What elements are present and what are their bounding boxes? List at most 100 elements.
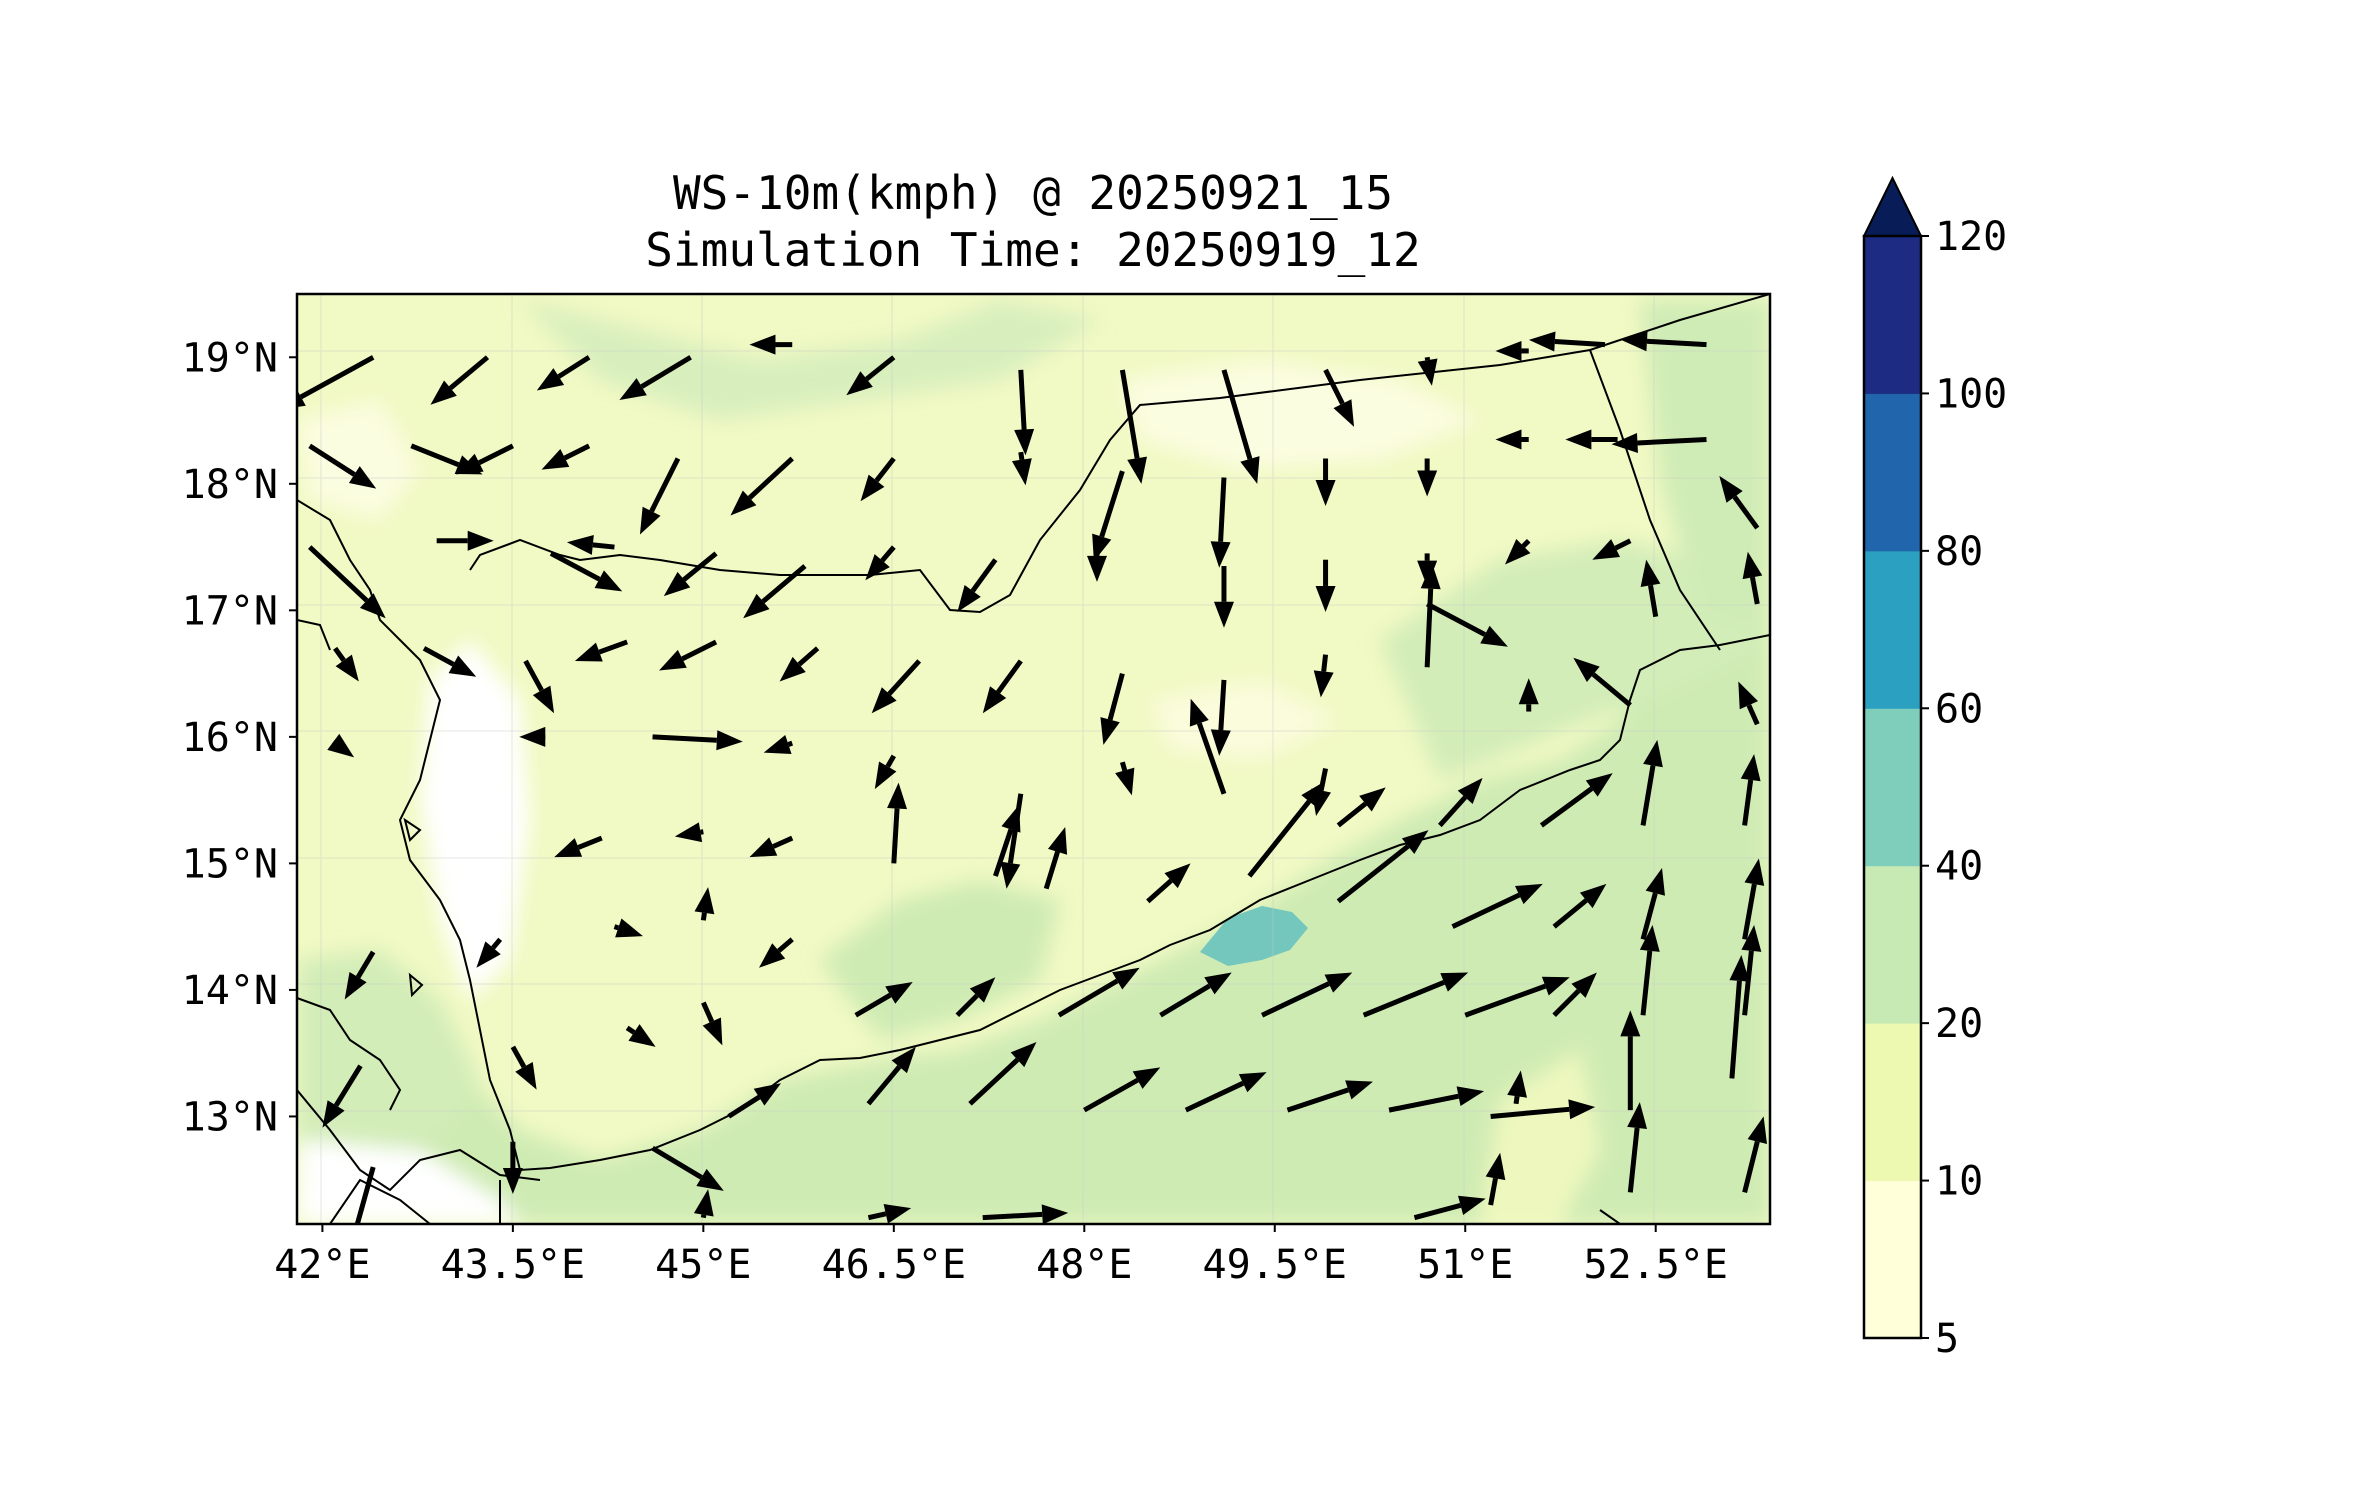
lon-tick-label: 52.5°E xyxy=(1583,1242,1728,1288)
wind-arrow-head xyxy=(743,593,770,619)
sea-wind-region xyxy=(297,620,1770,1224)
wind-arrow-head xyxy=(1611,432,1638,453)
wind-arrow-head xyxy=(1741,924,1762,952)
wind-arrow xyxy=(1742,1116,1767,1193)
wind-arrow-head xyxy=(1719,475,1743,503)
wind-arrow-head xyxy=(694,887,715,915)
wind-arrow-head xyxy=(519,726,546,747)
wind-arrow-head xyxy=(1210,729,1231,756)
wind-arrow-shaft xyxy=(1729,980,1742,1079)
wind-arrow-shaft xyxy=(1196,722,1227,795)
colorbar-tick-label: 100 xyxy=(1935,371,2007,417)
wind-arrow xyxy=(982,1204,1069,1224)
wind-arrow xyxy=(1740,754,1761,826)
wind-arrow xyxy=(1495,340,1529,361)
wind-arrow xyxy=(519,726,546,747)
wind-arrow-shaft xyxy=(1742,1140,1760,1193)
colorbar-band xyxy=(1864,865,1921,1024)
wind-arrow xyxy=(639,457,681,535)
wind-arrow xyxy=(1485,1152,1506,1206)
wind-arrow xyxy=(874,754,897,790)
wind-arrow-head xyxy=(1240,456,1260,484)
wind-arrow-shaft xyxy=(592,542,615,550)
wind-arrow xyxy=(1621,331,1707,352)
wind-arrow-shaft xyxy=(1646,338,1707,348)
wind-arrow xyxy=(1323,368,1355,427)
wind-arrow-shaft xyxy=(865,355,896,381)
wind-arrow xyxy=(865,545,896,581)
colorbar-tick-label: 5 xyxy=(1935,1316,1959,1362)
lon-tick-label: 51°E xyxy=(1417,1242,1513,1288)
wind-arrow-head xyxy=(1744,858,1765,886)
wind-arrow-head xyxy=(1579,883,1607,909)
calm-plateau-central xyxy=(1150,680,1340,760)
wind-arrow-head xyxy=(1485,1152,1506,1181)
wind-arrow-shaft xyxy=(1437,795,1468,828)
wind-arrow-head xyxy=(1189,698,1209,727)
wind-arrow-shaft xyxy=(1221,369,1253,460)
wind-arrow-shaft xyxy=(1742,950,1754,1016)
wind-arrow-head xyxy=(871,687,897,714)
wind-arrow xyxy=(1573,657,1632,708)
wind-arrow-shaft xyxy=(557,355,591,379)
border-saudi-yemen-oman xyxy=(469,294,1770,614)
wind-arrow xyxy=(1528,331,1606,352)
wind-arrow-shaft xyxy=(1184,1080,1245,1113)
wind-arrow-shaft xyxy=(1119,369,1140,459)
wind-arrow xyxy=(1518,678,1539,712)
wind-arrow-shaft xyxy=(640,355,692,389)
wind-arrow-shaft xyxy=(1640,765,1656,826)
colorbar-tick-label: 20 xyxy=(1935,1001,1983,1047)
wind-arrow xyxy=(354,1166,376,1224)
wind-arrow xyxy=(763,734,794,754)
wind-arrow-head xyxy=(359,593,386,619)
wind-arrow xyxy=(693,1189,714,1219)
wind-arrow xyxy=(297,355,375,407)
wind-arrow-head xyxy=(1495,429,1522,450)
wind-arrow xyxy=(1413,1195,1486,1221)
wind-arrow-shaft xyxy=(1321,654,1329,672)
wind-arrow xyxy=(1057,967,1140,1018)
wind-arrow xyxy=(1260,972,1353,1018)
wind-arrow xyxy=(1417,356,1438,386)
wind-arrow-shaft xyxy=(1539,786,1594,828)
wind-arrow xyxy=(1565,429,1618,450)
wind-arrow-head xyxy=(693,1189,714,1217)
wind-arrow-shaft xyxy=(1336,844,1410,904)
wind-arrow-shaft xyxy=(982,1211,1043,1221)
wind-arrow xyxy=(1741,924,1762,1016)
wind-arrow-head xyxy=(1047,826,1068,855)
wind-arrow xyxy=(1627,1102,1648,1193)
wind-arrow-head xyxy=(1747,1116,1767,1145)
wind-arrow-head xyxy=(476,941,501,968)
wind-arrow xyxy=(327,733,355,758)
wind-arrow-head xyxy=(716,730,743,751)
wind-arrow xyxy=(674,822,704,843)
wind-arrow-shaft xyxy=(549,551,601,582)
wind-arrow xyxy=(1420,562,1441,668)
wind-arrow-head xyxy=(874,761,897,790)
wind-arrow xyxy=(758,937,794,968)
colorbar-band xyxy=(1864,1180,1921,1339)
wind-arrow-shaft xyxy=(299,355,375,400)
wind-arrow-head xyxy=(1301,781,1326,808)
colorbar-tick-label: 120 xyxy=(1935,214,2007,260)
wind-arrow-shaft xyxy=(1362,980,1446,1018)
wind-arrow-shaft xyxy=(1424,588,1434,668)
wind-arrow-shaft xyxy=(1488,1177,1498,1206)
wind-arrow-shaft xyxy=(772,835,794,849)
wind-arrow-head xyxy=(455,453,484,475)
wind-arrow xyxy=(1451,883,1543,929)
wind-arrow-shaft xyxy=(797,646,820,667)
coastline-yemen-oman xyxy=(297,499,1770,1172)
wind-arrow xyxy=(549,551,623,592)
wind-arrow-head xyxy=(749,837,778,858)
map-panel xyxy=(297,294,1770,1224)
lat-tick-label: 15°N xyxy=(182,841,278,887)
wind-arrow-head xyxy=(1480,625,1508,647)
wind-arrow xyxy=(846,355,896,396)
wind-arrow xyxy=(1043,826,1068,890)
wind-arrow xyxy=(1083,1067,1161,1113)
wind-arrow-head xyxy=(1359,787,1386,812)
wind-arrow xyxy=(613,918,643,938)
